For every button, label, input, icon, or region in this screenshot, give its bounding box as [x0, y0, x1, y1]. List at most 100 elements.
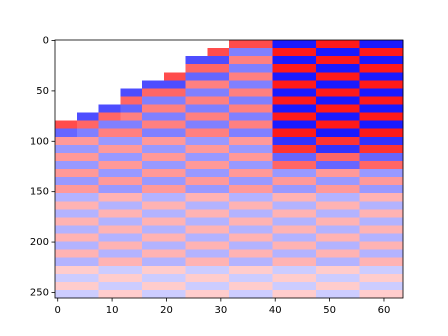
cell — [142, 289, 165, 299]
cell — [294, 225, 317, 234]
cell — [98, 96, 121, 105]
cell — [120, 64, 143, 73]
cell — [316, 193, 339, 202]
cell — [316, 225, 339, 234]
cell — [163, 128, 186, 138]
cell — [142, 233, 165, 242]
cell — [185, 257, 208, 267]
cell — [381, 257, 404, 267]
cell — [98, 225, 121, 234]
cell — [76, 185, 99, 194]
cell — [250, 152, 273, 162]
cell — [229, 217, 252, 226]
cell — [163, 201, 186, 210]
cell — [98, 40, 121, 49]
cell — [272, 249, 295, 258]
cell — [381, 281, 404, 291]
cell — [142, 56, 165, 65]
cell — [337, 193, 360, 202]
y-tick-label: 150 — [30, 187, 49, 198]
cell — [337, 88, 360, 97]
cell — [316, 289, 339, 299]
cell — [76, 56, 99, 65]
cell — [185, 177, 208, 186]
cell — [207, 241, 230, 250]
cell — [142, 40, 165, 49]
cell — [381, 40, 404, 49]
cell — [337, 241, 360, 250]
cell — [229, 64, 252, 73]
cell — [76, 273, 99, 283]
cell — [272, 201, 295, 210]
cell — [55, 56, 78, 65]
cell — [381, 136, 404, 146]
cell — [163, 233, 186, 242]
cell — [98, 281, 121, 291]
cell — [381, 225, 404, 234]
cell — [98, 193, 121, 202]
cell — [359, 56, 382, 65]
cell — [359, 169, 382, 178]
cell — [250, 265, 273, 275]
cell — [98, 217, 121, 226]
cell — [316, 209, 339, 218]
cell — [55, 80, 78, 89]
cell — [294, 217, 317, 226]
cell — [55, 88, 78, 97]
cell — [163, 169, 186, 178]
cell — [316, 281, 339, 291]
cell — [55, 72, 78, 81]
cell — [294, 281, 317, 291]
cell — [207, 289, 230, 299]
cell — [229, 193, 252, 202]
cell — [381, 80, 404, 89]
cell — [185, 48, 208, 57]
cell — [76, 88, 99, 97]
cell — [316, 273, 339, 283]
cell — [98, 152, 121, 162]
cell — [120, 120, 143, 129]
cell — [185, 112, 208, 121]
cell — [185, 64, 208, 73]
cell — [294, 273, 317, 283]
x-tick-label: 60 — [378, 305, 391, 316]
cell — [120, 40, 143, 49]
cell — [229, 80, 252, 89]
cell — [294, 289, 317, 299]
cell — [316, 88, 339, 97]
cell — [163, 104, 186, 113]
cell — [229, 265, 252, 275]
cell — [294, 193, 317, 202]
cell — [76, 201, 99, 210]
cell — [142, 160, 165, 170]
cell — [163, 88, 186, 97]
cell — [207, 64, 230, 73]
cell — [229, 169, 252, 178]
cell — [337, 104, 360, 113]
cell — [359, 40, 382, 49]
cell — [163, 120, 186, 129]
cell — [272, 104, 295, 113]
cell — [76, 136, 99, 146]
cell — [250, 185, 273, 194]
cell — [337, 128, 360, 138]
cell — [272, 152, 295, 162]
cell — [185, 120, 208, 129]
cell — [120, 136, 143, 146]
cell — [381, 144, 404, 154]
cell — [142, 265, 165, 275]
cell — [142, 88, 165, 97]
cell — [381, 265, 404, 275]
cell — [142, 281, 165, 291]
cell — [120, 209, 143, 218]
cell — [76, 217, 99, 226]
cell — [120, 144, 143, 154]
cell — [55, 217, 78, 226]
cell — [272, 281, 295, 291]
cell — [272, 88, 295, 97]
cell — [294, 233, 317, 242]
cell — [142, 241, 165, 250]
cell — [272, 273, 295, 283]
cell — [76, 96, 99, 105]
cell — [98, 273, 121, 283]
